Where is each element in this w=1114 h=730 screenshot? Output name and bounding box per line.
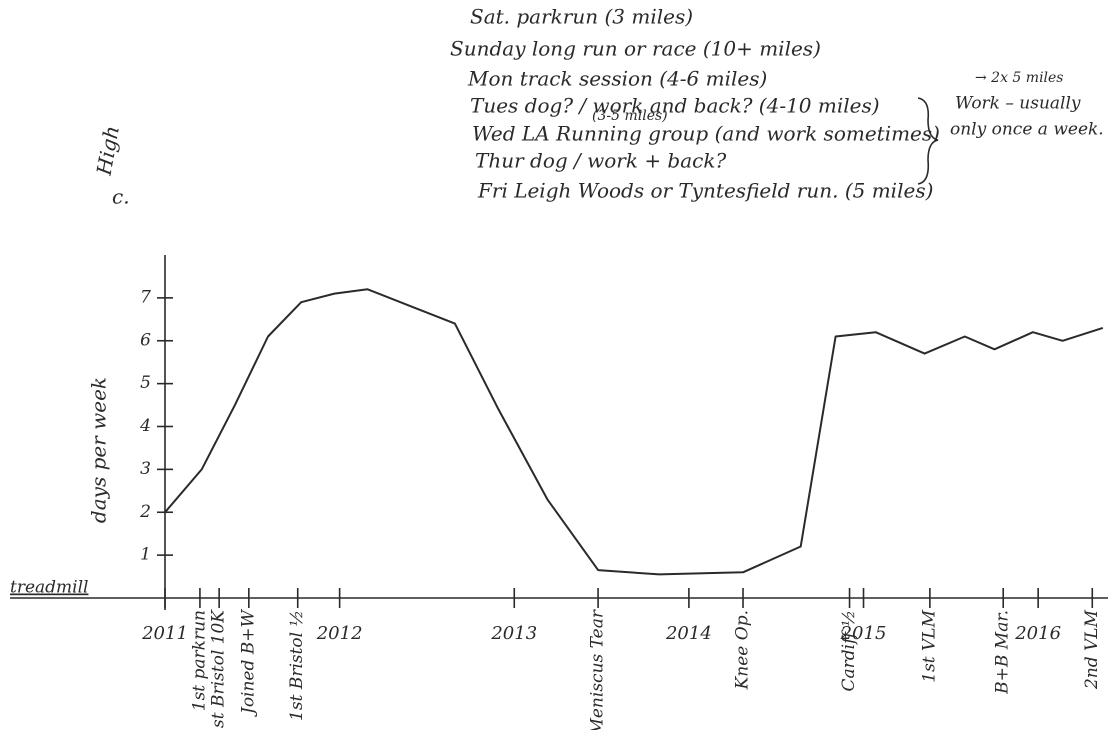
event-label: 1st Bristol 10K bbox=[209, 609, 229, 730]
schedule-note: Tues dog? / work and back? (4-10 miles) bbox=[470, 94, 880, 118]
schedule-note: Wed LA Running group (and work sometimes… bbox=[472, 122, 940, 146]
y-tick-label: 7 bbox=[140, 287, 151, 307]
y-annotation: c. bbox=[112, 185, 130, 209]
event-label: Meniscus Tear bbox=[588, 609, 608, 730]
event-label: 1st VLM bbox=[919, 609, 939, 682]
event-label: 1st Bristol ½ bbox=[287, 610, 307, 721]
y-axis-label: days per week bbox=[87, 377, 111, 523]
y-tick-label: 4 bbox=[139, 416, 151, 436]
schedule-note: Mon track session (4-6 miles) bbox=[467, 67, 767, 91]
bracket-note: only once a week. bbox=[950, 120, 1104, 140]
x-tick-label: 2016 bbox=[1014, 623, 1061, 644]
event-label: 1st parkrun bbox=[189, 610, 209, 711]
y-tick-label: 6 bbox=[140, 330, 151, 350]
schedule-note: Fri Leigh Woods or Tyntesfield run. (5 m… bbox=[477, 179, 933, 203]
y-tick-label: 5 bbox=[140, 373, 151, 393]
schedule-note: Thur dog / work + back? bbox=[475, 149, 726, 173]
data-line bbox=[164, 288, 1104, 576]
event-label: Cardiff ½ bbox=[839, 610, 859, 692]
x-tick-label: 2015 bbox=[840, 623, 887, 644]
x-tick-label: 2012 bbox=[316, 623, 363, 644]
bracket bbox=[917, 97, 939, 185]
event-label: Knee Op. bbox=[733, 610, 753, 690]
bracket-note: Work – usually bbox=[955, 94, 1081, 114]
y-tick-label: 2 bbox=[139, 502, 151, 522]
notes: (3-5 miles) → 2x 5 miles Work – usually … bbox=[592, 70, 1104, 185]
event-label: Joined B+W bbox=[238, 608, 258, 717]
y-tick-label: 1 bbox=[140, 545, 151, 565]
schedule-note: Sunday long run or race (10+ miles) bbox=[450, 37, 821, 61]
baseline-label: treadmill bbox=[10, 578, 88, 598]
event-label: 2nd VLM bbox=[1082, 609, 1102, 690]
x-tick-label: 2013 bbox=[490, 623, 537, 644]
y-annotation: High bbox=[92, 124, 124, 178]
x-tick-label: 2014 bbox=[665, 623, 712, 644]
wed-distance: (3-5 miles) bbox=[592, 108, 668, 124]
y-tick-label: 3 bbox=[140, 459, 151, 479]
x-tick-label: 2011 bbox=[141, 623, 188, 644]
bracket-arrow-note: → 2x 5 miles bbox=[975, 70, 1064, 86]
event-label: B+B Mar. bbox=[993, 610, 1013, 695]
schedule-note: Sat. parkrun (3 miles) bbox=[470, 5, 693, 29]
